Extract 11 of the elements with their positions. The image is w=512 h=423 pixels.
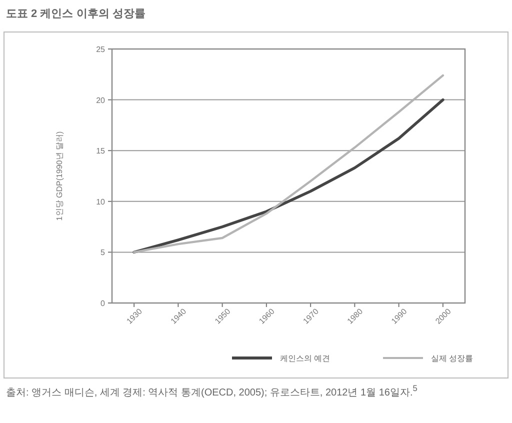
y-tick-label: 0	[100, 299, 106, 308]
y-tick-label: 15	[96, 146, 106, 156]
chart-title: 도표 2 케인스 이후의 성장률	[6, 7, 146, 21]
y-tick-label: 5	[100, 248, 106, 258]
y-tick-label: 10	[96, 197, 106, 206]
y-axis-title: 1인당 GDP(1990년 달러)	[55, 130, 64, 221]
y-tick-label: 25	[96, 45, 106, 54]
source-note: 출처: 앵거스 매디슨, 세계 경제: 역사적 통계(OECD, 2005); 유로스타트, 2012년 1월 16일자.$^{5}$	[6, 382, 418, 400]
legend-label: 실제 성장률	[431, 354, 474, 363]
y-tick-label: 20	[96, 96, 106, 105]
legend-label: 케인스의 예견	[280, 354, 330, 363]
